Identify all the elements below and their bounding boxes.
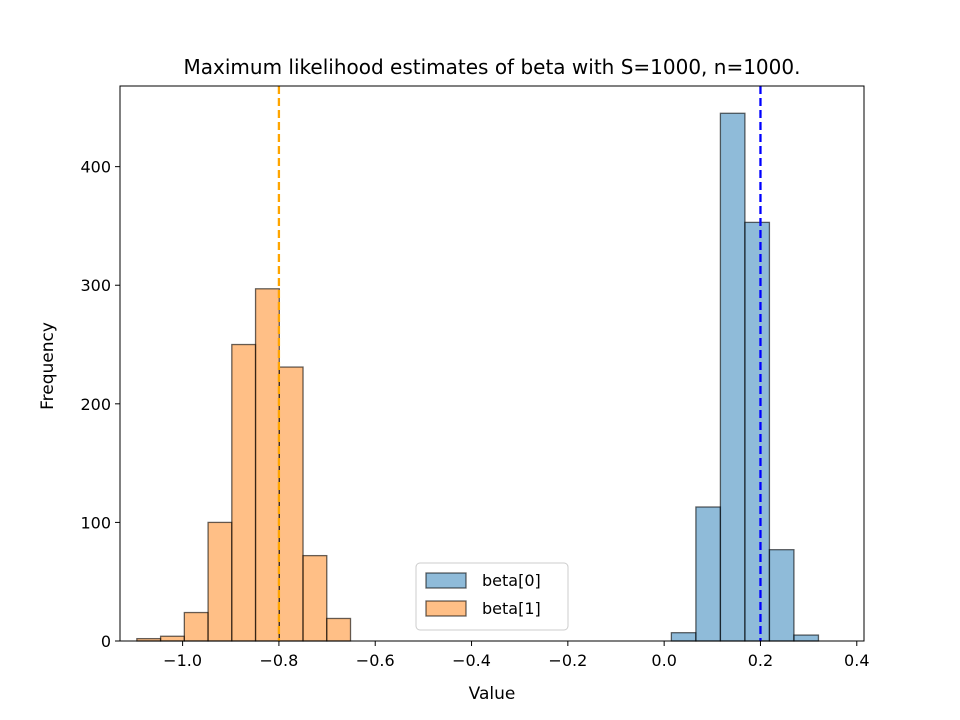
- x-tick-label: 0.0: [651, 651, 676, 670]
- y-axis: 0 100 200 300 400: [80, 158, 120, 651]
- bar-series-1-bin-2: [183, 611, 209, 642]
- legend-label-series-1: beta[1]: [482, 599, 541, 618]
- legend-label-series-0: beta[0]: [482, 571, 541, 590]
- x-tick-label: −0.2: [548, 651, 587, 670]
- plot-frame: [119, 85, 865, 642]
- x-tick-label: 0.2: [748, 651, 773, 670]
- bar-series-1-bin-4: [231, 343, 257, 642]
- x-tick-label: −0.4: [452, 651, 491, 670]
- bar-series-0-bin-5: [793, 634, 820, 642]
- bar-series-0-bin-1: [695, 506, 722, 642]
- bar-series-1-bin-3: [207, 521, 233, 642]
- bar-series-1-bin-7: [302, 554, 328, 642]
- x-axis: −1.0 −0.8 −0.6 −0.4 −0.2 0.0 0.2 0.4: [163, 641, 870, 670]
- x-tick-label: 0.4: [844, 651, 869, 670]
- bar-series-1-bin-8: [326, 617, 352, 642]
- legend: beta[0] beta[1]: [415, 562, 569, 631]
- bar-series-0-bin-2: [719, 112, 746, 642]
- x-axis-label: Value: [469, 684, 516, 704]
- y-tick-label: 400: [80, 158, 111, 177]
- y-tick-label: 0: [101, 632, 111, 651]
- y-tick-label: 100: [80, 513, 111, 532]
- bar-series-1-bin-1: [159, 635, 185, 642]
- bar-series-0-bin-4: [768, 549, 795, 642]
- legend-swatch-series-1: [425, 600, 467, 617]
- y-tick-label: 300: [80, 276, 111, 295]
- legend-swatch-series-0: [425, 572, 467, 589]
- bar-series-0-bin-0: [670, 632, 697, 642]
- chart-title: Maximum likelihood estimates of beta wit…: [184, 55, 801, 79]
- bar-series-1-bin-5: [254, 288, 280, 642]
- bar-series-0-bin-3: [744, 221, 771, 642]
- x-tick-label: −0.8: [259, 651, 298, 670]
- x-tick-label: −0.6: [356, 651, 395, 670]
- y-axis-label: Frequency: [38, 322, 58, 410]
- x-tick-label: −1.0: [163, 651, 202, 670]
- bar-series-1-bin-6: [278, 366, 304, 642]
- reference-lines: [277, 86, 762, 641]
- y-tick-label: 200: [80, 395, 111, 414]
- histogram-bars: [136, 112, 820, 642]
